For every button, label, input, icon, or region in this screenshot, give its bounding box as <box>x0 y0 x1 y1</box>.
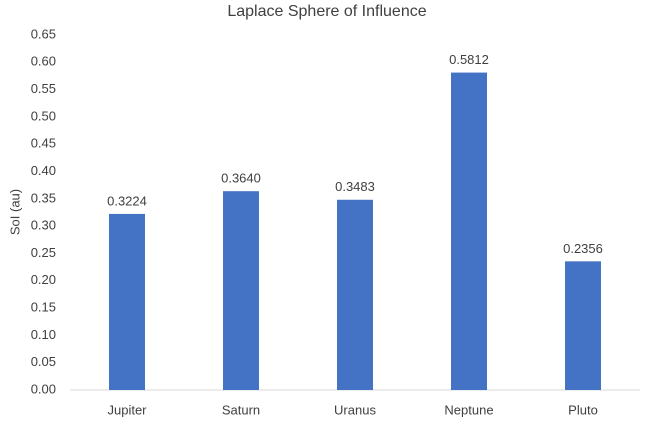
y-tick-label: 0.55 <box>31 81 56 96</box>
x-tick-label: Uranus <box>334 402 376 417</box>
y-tick-label: 0.15 <box>31 300 56 315</box>
data-label: 0.5812 <box>449 52 489 67</box>
y-axis-label: SoI (au) <box>7 189 22 235</box>
bar <box>565 261 601 390</box>
y-tick-label: 0.20 <box>31 272 56 287</box>
y-tick-label: 0.25 <box>31 245 56 260</box>
data-label: 0.3640 <box>221 171 261 186</box>
y-tick-label: 0.35 <box>31 190 56 205</box>
x-tick-label: Saturn <box>222 402 260 417</box>
y-tick-label: 0.45 <box>31 136 56 151</box>
y-tick-label: 0.50 <box>31 108 56 123</box>
y-tick-label: 0.60 <box>31 54 56 69</box>
y-tick-label: 0.00 <box>31 381 56 396</box>
data-label: 0.3483 <box>335 179 375 194</box>
y-tick-label: 0.05 <box>31 354 56 369</box>
bar <box>109 213 145 390</box>
chart-title: Laplace Sphere of Influence <box>227 3 426 20</box>
bar <box>337 199 373 390</box>
x-tick-label: Jupiter <box>107 402 147 417</box>
y-tick-label: 0.10 <box>31 327 56 342</box>
bar <box>223 191 259 390</box>
x-tick-label: Neptune <box>444 402 493 417</box>
y-tick-label: 0.65 <box>31 26 56 41</box>
y-tick-label: 0.40 <box>31 163 56 178</box>
data-label: 0.3224 <box>107 193 147 208</box>
y-tick-label: 0.30 <box>31 218 56 233</box>
bar <box>451 72 487 391</box>
x-tick-label: Pluto <box>568 402 598 417</box>
data-label: 0.2356 <box>563 241 603 256</box>
